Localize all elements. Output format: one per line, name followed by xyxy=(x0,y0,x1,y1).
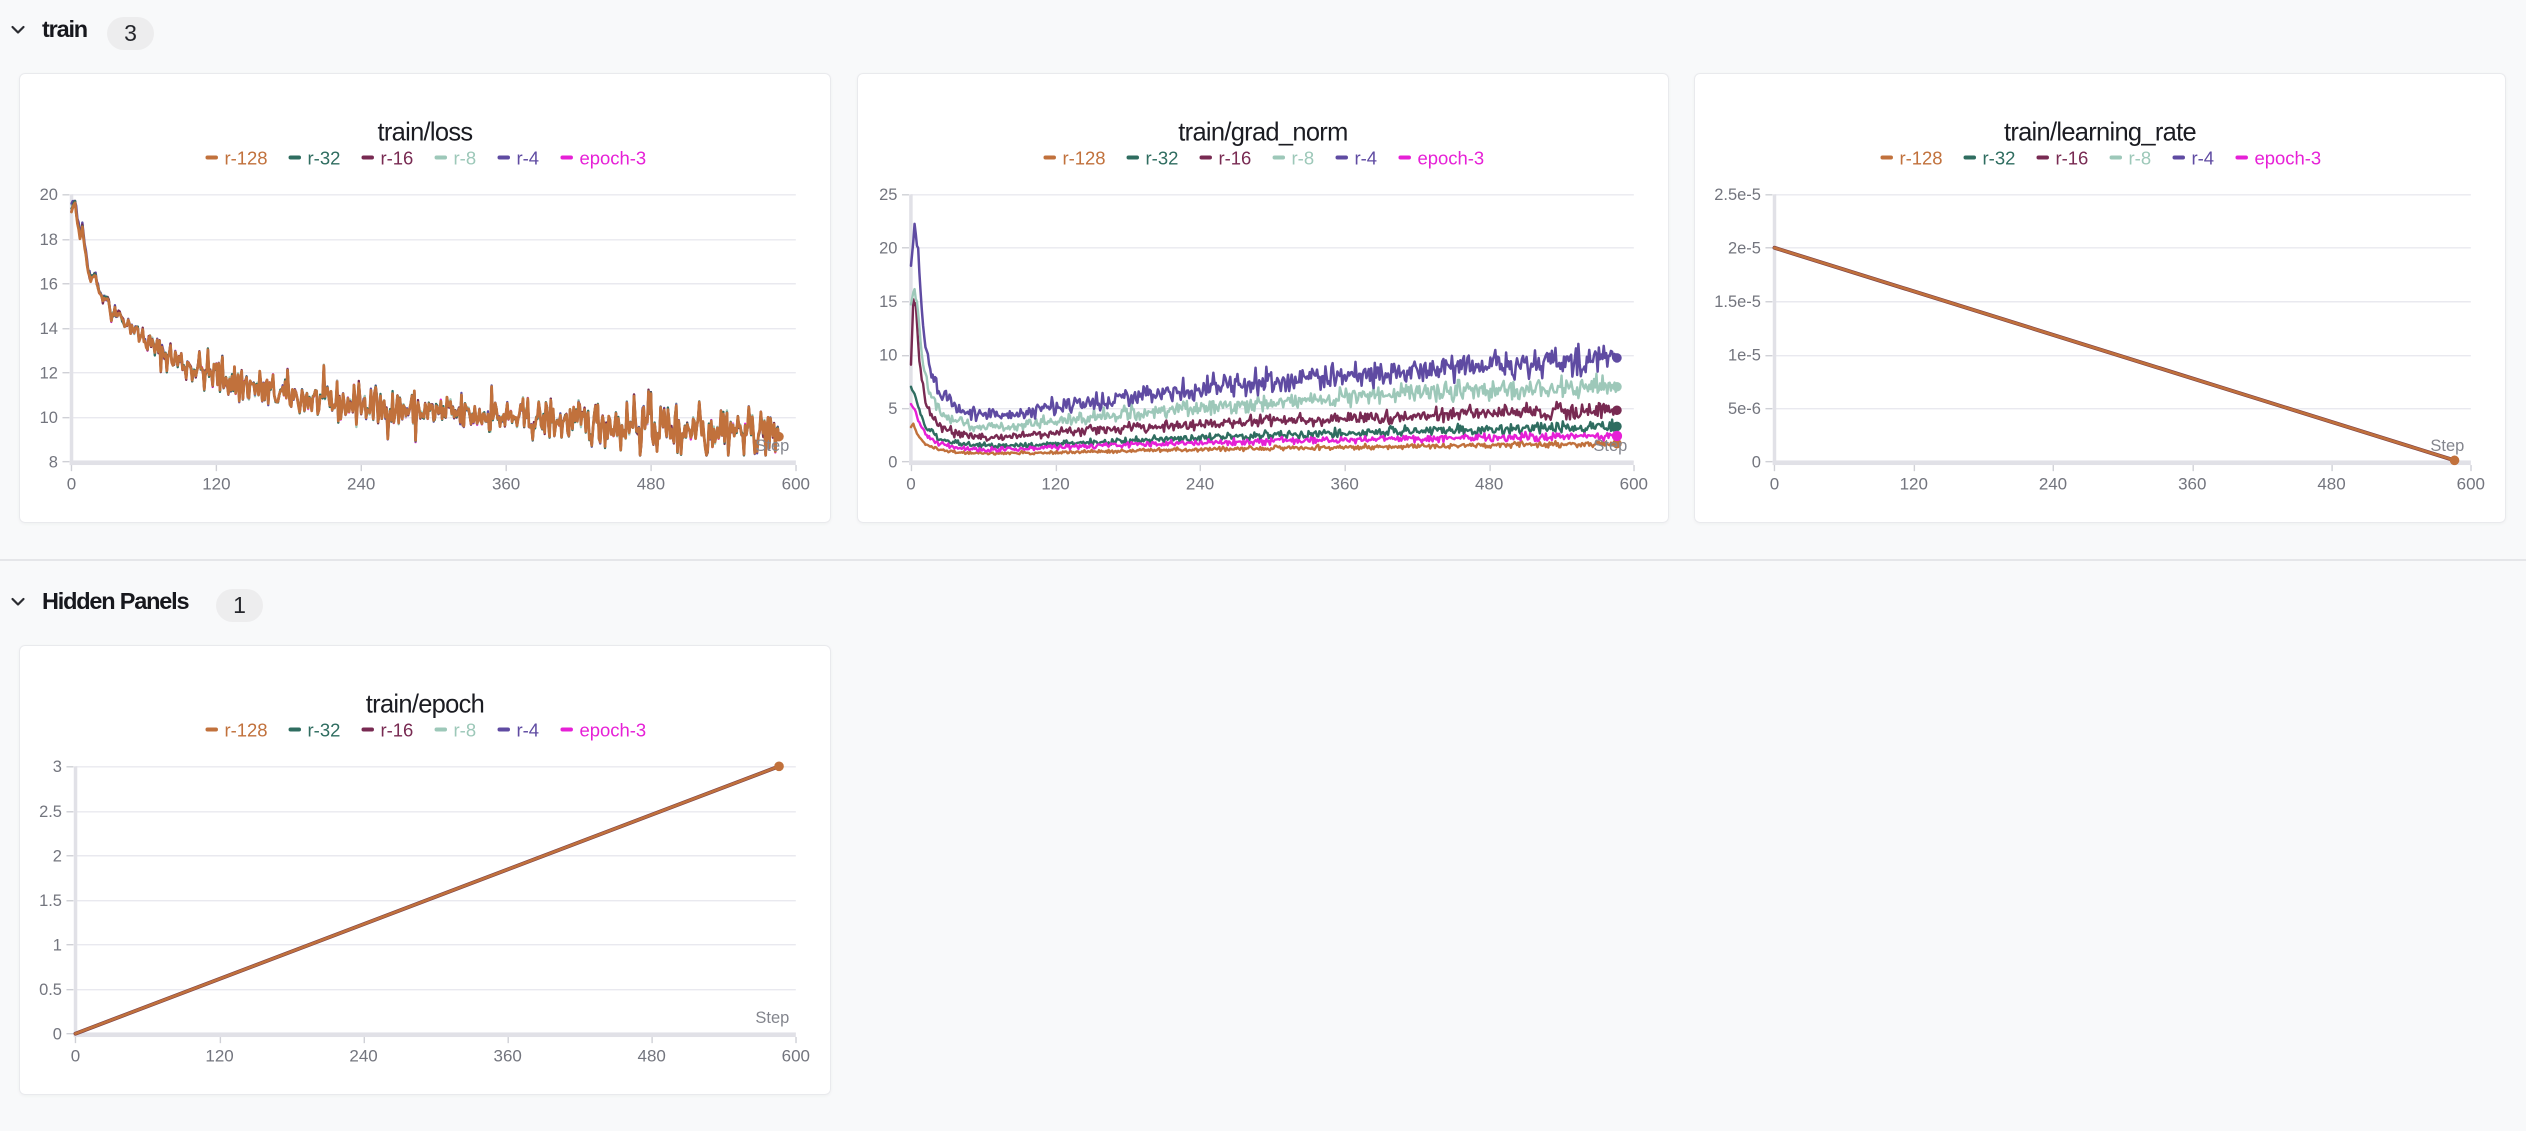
svg-text:r-16: r-16 xyxy=(380,719,413,740)
svg-text:Step: Step xyxy=(2430,437,2464,455)
svg-text:3: 3 xyxy=(53,758,62,776)
svg-text:12: 12 xyxy=(40,364,58,382)
svg-text:r-32: r-32 xyxy=(1145,147,1178,168)
svg-text:360: 360 xyxy=(494,1047,522,1066)
svg-text:120: 120 xyxy=(1041,475,1069,494)
svg-text:0: 0 xyxy=(1752,454,1761,472)
svg-text:r-16: r-16 xyxy=(1218,147,1251,168)
svg-text:360: 360 xyxy=(1330,475,1358,494)
svg-text:r-4: r-4 xyxy=(2191,147,2214,168)
svg-text:r-8: r-8 xyxy=(2129,147,2152,168)
svg-text:0: 0 xyxy=(71,1047,80,1066)
svg-text:r-8: r-8 xyxy=(454,719,477,740)
svg-text:0: 0 xyxy=(888,454,897,472)
svg-text:15: 15 xyxy=(879,293,897,311)
svg-text:2: 2 xyxy=(53,847,62,865)
svg-text:epoch-3: epoch-3 xyxy=(579,147,646,168)
svg-text:120: 120 xyxy=(202,475,230,494)
svg-text:25: 25 xyxy=(879,186,897,204)
svg-text:epoch-3: epoch-3 xyxy=(1417,147,1484,168)
svg-text:480: 480 xyxy=(1475,475,1503,494)
svg-text:r-8: r-8 xyxy=(454,147,477,168)
svg-text:r-32: r-32 xyxy=(308,719,341,740)
svg-text:r-128: r-128 xyxy=(224,719,267,740)
svg-text:2.5: 2.5 xyxy=(39,803,62,821)
svg-text:18: 18 xyxy=(40,231,58,249)
svg-text:120: 120 xyxy=(1900,475,1928,494)
svg-text:360: 360 xyxy=(492,475,520,494)
svg-text:20: 20 xyxy=(879,240,897,258)
svg-text:r-32: r-32 xyxy=(308,147,341,168)
svg-text:240: 240 xyxy=(2039,475,2067,494)
svg-text:Step: Step xyxy=(755,1009,789,1027)
svg-text:train/learning_rate: train/learning_rate xyxy=(2004,119,2197,147)
svg-text:5e-6: 5e-6 xyxy=(1728,400,1761,418)
svg-text:600: 600 xyxy=(1619,475,1647,494)
svg-text:Step: Step xyxy=(1593,437,1627,455)
svg-text:r-128: r-128 xyxy=(1062,147,1105,168)
svg-text:8: 8 xyxy=(49,454,58,472)
svg-text:0: 0 xyxy=(67,475,76,494)
svg-text:600: 600 xyxy=(2457,475,2485,494)
svg-text:14: 14 xyxy=(40,320,58,338)
svg-text:1.5e-5: 1.5e-5 xyxy=(1714,293,1761,311)
svg-text:r-16: r-16 xyxy=(2055,147,2088,168)
svg-text:20: 20 xyxy=(40,186,58,204)
svg-text:r-32: r-32 xyxy=(1983,147,2016,168)
svg-text:r-16: r-16 xyxy=(380,147,413,168)
svg-text:1e-5: 1e-5 xyxy=(1728,347,1761,365)
svg-text:r-128: r-128 xyxy=(1899,147,1942,168)
svg-text:16: 16 xyxy=(40,275,58,293)
svg-text:600: 600 xyxy=(782,475,810,494)
svg-text:1: 1 xyxy=(53,936,62,954)
svg-text:0.5: 0.5 xyxy=(39,981,62,999)
svg-text:r-4: r-4 xyxy=(1354,147,1377,168)
svg-text:epoch-3: epoch-3 xyxy=(579,719,646,740)
svg-text:0: 0 xyxy=(1770,475,1779,494)
svg-text:0: 0 xyxy=(906,475,915,494)
svg-text:r-8: r-8 xyxy=(1291,147,1314,168)
svg-text:480: 480 xyxy=(2317,475,2345,494)
svg-text:600: 600 xyxy=(782,1047,810,1066)
svg-text:2e-5: 2e-5 xyxy=(1728,240,1761,258)
svg-text:10: 10 xyxy=(40,409,58,427)
svg-text:10: 10 xyxy=(879,347,897,365)
svg-text:2.5e-5: 2.5e-5 xyxy=(1714,186,1761,204)
svg-text:360: 360 xyxy=(2178,475,2206,494)
svg-text:train/grad_norm: train/grad_norm xyxy=(1178,119,1347,147)
svg-text:r-4: r-4 xyxy=(516,719,539,740)
svg-text:480: 480 xyxy=(637,475,665,494)
svg-text:r-4: r-4 xyxy=(516,147,539,168)
svg-text:240: 240 xyxy=(1185,475,1213,494)
svg-text:1.5: 1.5 xyxy=(39,892,62,910)
svg-text:5: 5 xyxy=(888,400,897,418)
svg-text:train/epoch: train/epoch xyxy=(366,691,484,719)
svg-text:r-128: r-128 xyxy=(224,147,267,168)
svg-text:train/loss: train/loss xyxy=(377,119,472,147)
svg-text:epoch-3: epoch-3 xyxy=(2254,147,2321,168)
svg-text:240: 240 xyxy=(349,1047,377,1066)
svg-text:Step: Step xyxy=(755,437,789,455)
svg-text:480: 480 xyxy=(638,1047,666,1066)
svg-text:0: 0 xyxy=(53,1026,62,1044)
svg-text:120: 120 xyxy=(205,1047,233,1066)
svg-text:240: 240 xyxy=(347,475,375,494)
